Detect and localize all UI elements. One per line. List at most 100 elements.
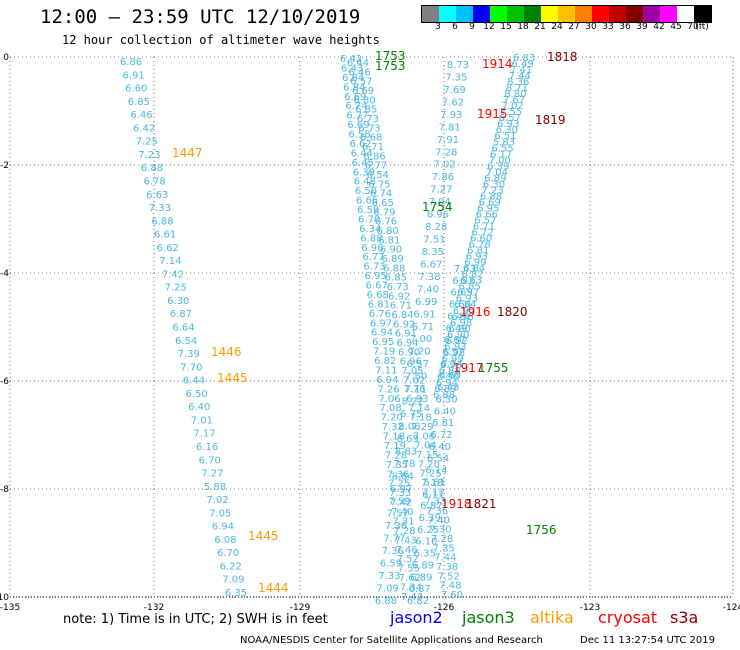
wave-height-value: 7.43 bbox=[394, 535, 416, 546]
color-swatch bbox=[592, 6, 609, 22]
wave-height-value: 6.46 bbox=[349, 67, 371, 78]
wave-height-value: 6.91 bbox=[395, 329, 417, 340]
wave-height-value: 6.94 bbox=[212, 522, 234, 533]
pass-label: 1447 bbox=[172, 146, 203, 160]
footer-note: note: 1) Time is in UTC; 2) SWH is in fe… bbox=[63, 612, 328, 627]
color-swatch bbox=[643, 6, 660, 22]
color-swatch bbox=[439, 6, 456, 22]
wave-height-value: 6.17 bbox=[490, 149, 512, 160]
pass-label: 1914 bbox=[482, 57, 513, 71]
color-scale-label: 27 bbox=[568, 22, 580, 32]
pass-label: 1821 bbox=[466, 497, 497, 511]
wave-height-value: 6.77 bbox=[365, 161, 387, 172]
mission-label-jason3: jason3 bbox=[462, 608, 515, 627]
wave-height-value: 7.19 bbox=[384, 441, 406, 452]
wave-height-value: 7.05 bbox=[209, 508, 231, 519]
wave-height-value: 6.71 bbox=[390, 301, 412, 312]
wave-height-value: 6.71 bbox=[473, 222, 495, 233]
pass-label: 1915 bbox=[477, 107, 508, 121]
color-scale-label: (ft) bbox=[695, 22, 709, 32]
y-tick-label: -10 bbox=[0, 593, 9, 603]
wave-height-value: 6.34 bbox=[359, 224, 381, 235]
color-scale-bar bbox=[421, 5, 712, 23]
x-tick-label: -126 bbox=[434, 603, 455, 613]
wave-height-value: 7.93 bbox=[440, 110, 462, 121]
wave-height-value: 7.18 bbox=[410, 413, 432, 424]
pass-label: 1444 bbox=[258, 581, 289, 595]
wave-height-value: 6.96 bbox=[451, 312, 473, 323]
wave-height-value: 8.80 bbox=[504, 89, 526, 100]
wave-height-value: 6.88 bbox=[151, 216, 173, 227]
wave-height-value: 6.93 bbox=[497, 119, 519, 130]
wave-height-value: 8.84 bbox=[392, 471, 414, 482]
wave-height-value: 7.30 bbox=[429, 525, 451, 536]
wave-height-value: 7.33 bbox=[389, 488, 411, 499]
pass-label: 1446 bbox=[211, 345, 242, 359]
pass-label: 1819 bbox=[535, 113, 566, 127]
wave-height-value: 6.73 bbox=[363, 262, 385, 273]
color-scale-label: 33 bbox=[602, 22, 614, 32]
wave-height-value: 6.59 bbox=[380, 559, 402, 570]
wave-height-value: 7.86 bbox=[432, 172, 454, 183]
color-swatch bbox=[473, 6, 490, 22]
x-tick-label: -132 bbox=[144, 603, 164, 613]
wave-height-value: 7.36 bbox=[382, 546, 404, 557]
wave-height-value: 7.17 bbox=[193, 429, 215, 440]
wave-height-value: 6.11 bbox=[422, 489, 444, 500]
wave-height-value: 6.94 bbox=[396, 338, 418, 349]
color-scale-label: 30 bbox=[585, 22, 597, 32]
color-scale-label: 45 bbox=[670, 22, 682, 32]
wave-height-value: 7.26 bbox=[377, 384, 399, 395]
wave-height-value: 7.44 bbox=[434, 553, 456, 564]
y-tick-label: -8 bbox=[0, 485, 9, 495]
wave-height-value: 6.44 bbox=[347, 58, 369, 69]
wave-height-value: 7.04 bbox=[414, 441, 436, 452]
wave-height-value: 7.55 bbox=[500, 107, 522, 118]
wave-height-value: 6.88 bbox=[141, 163, 163, 174]
wave-height-value: 6.40 bbox=[447, 311, 469, 322]
wave-height-value: 7.39 bbox=[178, 349, 200, 360]
wave-height-value: 7.25 bbox=[388, 479, 410, 490]
wave-height-value: 6.66 bbox=[356, 196, 378, 207]
wave-height-value: 6.98 bbox=[450, 318, 472, 329]
wave-height-value: 7.28 bbox=[431, 534, 453, 545]
wave-height-value: 7.28 bbox=[393, 526, 415, 537]
wave-height-value: 6.99 bbox=[441, 354, 463, 365]
wave-height-value: 8.73 bbox=[447, 60, 469, 71]
wave-height-value: 7.52 bbox=[397, 554, 419, 565]
wave-height-value: 6.77 bbox=[362, 252, 384, 263]
color-swatch bbox=[626, 6, 643, 22]
wave-height-value: 6.54 bbox=[367, 170, 389, 181]
wave-height-value: 7.11 bbox=[375, 365, 397, 376]
color-scale-label: 39 bbox=[636, 22, 648, 32]
pass-label: 1445 bbox=[248, 529, 279, 543]
wave-height-value: 6.90 bbox=[398, 347, 420, 358]
wave-height-value: 6.43 bbox=[341, 63, 363, 74]
wave-height-value: 6.43 bbox=[437, 383, 459, 394]
wave-height-value: 6.63 bbox=[460, 276, 482, 287]
wave-height-value: 6.67 bbox=[366, 281, 388, 292]
wave-height-value: 6.22 bbox=[220, 561, 242, 572]
color-scale-labels: 3 6 9 12 15 18 21 24 27 30 33 36 39 42 45 70 (ft) bbox=[421, 22, 731, 36]
wave-height-value: 7.60 bbox=[441, 590, 463, 601]
wave-height-value: 6.74 bbox=[345, 101, 367, 112]
map-title: 12:00 — 23:59 UTC 12/10/2019 bbox=[40, 6, 361, 28]
wave-height-value: 6.50 bbox=[355, 186, 377, 197]
wave-height-value: 7.78 bbox=[393, 459, 415, 470]
wave-height-value: 6.91 bbox=[413, 309, 435, 320]
wave-height-value: 6.49 bbox=[445, 323, 467, 334]
wave-height-value: 7.40 bbox=[428, 515, 450, 526]
wave-height-value: 7.62 bbox=[399, 573, 421, 584]
wave-height-value: 6.79 bbox=[373, 207, 395, 218]
wave-height-value: 6.51 bbox=[494, 131, 516, 142]
wave-height-value: 6.34 bbox=[440, 359, 462, 370]
wave-height-value: 6.94 bbox=[376, 375, 398, 386]
wave-height-value: 6.94 bbox=[436, 378, 458, 389]
wave-height-value: 6.92 bbox=[388, 291, 410, 302]
wave-height-value: 7.32 bbox=[382, 422, 404, 433]
wave-height-value: 6.97 bbox=[457, 288, 479, 299]
y-tick-label: 0 bbox=[3, 53, 9, 63]
wave-height-value: 7.91 bbox=[437, 135, 459, 146]
wave-height-value: 6.39 bbox=[419, 513, 441, 524]
wave-height-value: 7.02 bbox=[433, 160, 455, 171]
